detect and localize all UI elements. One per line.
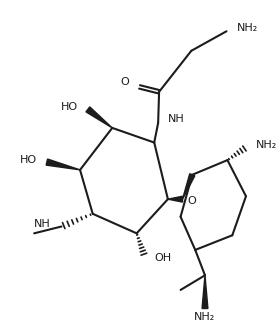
Text: HO: HO [20,155,37,165]
Text: NH: NH [168,114,185,124]
Text: NH₂: NH₂ [194,312,216,322]
Text: OH: OH [154,253,171,263]
Text: NH₂: NH₂ [237,23,258,33]
Text: O: O [120,77,129,87]
Text: O: O [187,196,196,206]
Polygon shape [202,275,208,309]
Polygon shape [183,174,195,199]
Polygon shape [86,107,112,128]
Text: NH: NH [34,218,51,229]
Polygon shape [168,196,183,202]
Text: HO: HO [61,102,78,113]
Text: NH₂: NH₂ [256,141,277,150]
Polygon shape [46,159,80,170]
